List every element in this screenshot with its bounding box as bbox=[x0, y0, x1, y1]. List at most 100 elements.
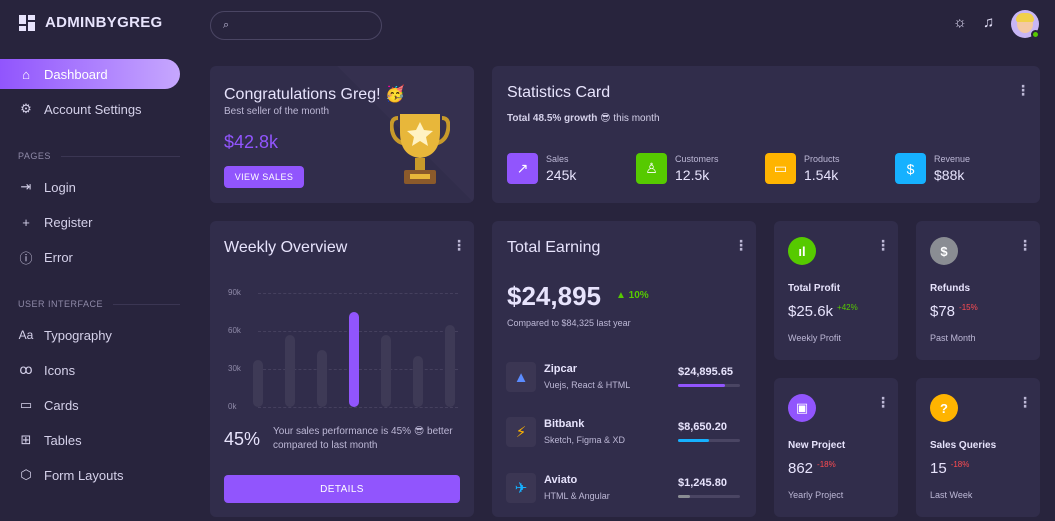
small-card-subtitle: Last Week bbox=[930, 490, 973, 500]
sidebar-item-label: Typography bbox=[44, 327, 112, 343]
sidebar-item-cards[interactable]: ▭ Cards bbox=[0, 390, 180, 420]
weekly-percent: 45% bbox=[224, 429, 261, 449]
earning-row-amount: $8,650.20 bbox=[678, 421, 727, 433]
small-card-title: Sales Queries bbox=[930, 440, 997, 451]
statistics-title: Statistics Card bbox=[507, 84, 611, 101]
sun-icon[interactable]: ☼ bbox=[953, 14, 967, 31]
bitbank-logo-icon: ⚡ bbox=[506, 417, 536, 447]
view-sales-button[interactable]: VIEW SALES bbox=[224, 166, 304, 188]
more-vertical-icon[interactable]: ⋮ bbox=[1018, 394, 1032, 410]
sidebar-item-register[interactable]: + Register bbox=[0, 207, 180, 237]
sidebar-item-label: Login bbox=[44, 179, 76, 195]
alert-circle-icon: ⓘ bbox=[19, 250, 33, 266]
sidebar-item-dashboard[interactable]: ⌂ Dashboard bbox=[0, 59, 180, 89]
stat-value: 1.54k bbox=[804, 167, 839, 183]
cellphone-link-icon: ▭ bbox=[765, 153, 796, 184]
progress-fill bbox=[678, 439, 709, 442]
small-card-value: $25.6k +42% bbox=[788, 303, 858, 320]
currency-usd-icon: $ bbox=[895, 153, 926, 184]
more-vertical-icon[interactable]: ⋮ bbox=[1018, 237, 1032, 253]
congrats-title: Congratulations Greg! 🥳 bbox=[224, 86, 405, 103]
earning-row-bitbank[interactable]: ⚡ Bitbank Sketch, Figma & XD $8,650.20 bbox=[506, 417, 746, 449]
sidebar-item-form-layouts[interactable]: ⬡ Form Layouts bbox=[0, 460, 180, 490]
sidebar-item-typography[interactable]: Aa Typography bbox=[0, 320, 180, 350]
congrats-card: Congratulations Greg! 🥳 Best seller of t… bbox=[210, 66, 474, 203]
sidebar-item-label: Error bbox=[44, 249, 73, 265]
small-card-title: New Project bbox=[788, 440, 846, 451]
chart-bar[interactable] bbox=[413, 356, 423, 407]
progress-track bbox=[678, 439, 740, 442]
online-status-dot bbox=[1031, 30, 1040, 39]
sidebar-item-label: Tables bbox=[44, 432, 82, 448]
chart-bar[interactable] bbox=[253, 360, 263, 407]
growth-text: Total 48.5% growth 😎 this month bbox=[507, 113, 660, 124]
sidebar-item-account-settings[interactable]: ⚙ Account Settings bbox=[0, 94, 180, 124]
new-project-card: ▣ ⋮ New Project 862 -18% Yearly Project bbox=[774, 378, 898, 517]
more-vertical-icon[interactable]: ⋮ bbox=[734, 237, 748, 253]
congrats-amount: $42.8k bbox=[224, 132, 279, 152]
small-card-subtitle: Past Month bbox=[930, 333, 976, 343]
bell-icon[interactable]: ♫ bbox=[983, 14, 995, 31]
earning-row-amount: $1,245.80 bbox=[678, 477, 727, 489]
more-vertical-icon[interactable]: ⋮ bbox=[876, 237, 890, 253]
chart-bar[interactable] bbox=[349, 312, 359, 407]
earning-compared: Compared to $84,325 last year bbox=[507, 318, 631, 328]
home-icon: ⌂ bbox=[22, 66, 30, 82]
search-box[interactable]: ⌕ bbox=[210, 11, 382, 40]
help-circle-icon: ? bbox=[930, 394, 958, 422]
small-card-change: +42% bbox=[837, 303, 858, 312]
small-card-title: Total Profit bbox=[788, 283, 841, 294]
chart-bar[interactable] bbox=[381, 334, 391, 407]
small-card-subtitle: Yearly Project bbox=[788, 490, 844, 500]
search-icon: ⌕ bbox=[223, 19, 230, 31]
chart-bar[interactable] bbox=[285, 334, 295, 407]
account-icon: ♙ bbox=[636, 153, 667, 184]
weekly-overview-card: Weekly Overview ⋮ 90k 60k 30k 0k 45% Your s… bbox=[210, 221, 474, 517]
sidebar-item-error[interactable]: ⓘ Error bbox=[0, 242, 180, 272]
earning-row-desc: Vuejs, React & HTML bbox=[544, 380, 631, 390]
earning-row-aviato[interactable]: ✈ Aviato HTML & Angular $1,245.80 bbox=[506, 473, 746, 505]
sidebar-item-label: Cards bbox=[44, 397, 79, 413]
sidebar-item-icons[interactable]: ꝏ Icons bbox=[0, 355, 180, 385]
format-letter-case-icon: Aa bbox=[18, 328, 34, 342]
details-button[interactable]: DETAILS bbox=[224, 475, 460, 503]
zipcar-logo-icon: ▲ bbox=[506, 362, 536, 392]
stat-sales: ↗ Sales 245k bbox=[507, 153, 576, 184]
login-icon: ⇥ bbox=[20, 179, 32, 194]
small-card-change: -18% bbox=[950, 460, 970, 469]
small-card-value: $78 -15% bbox=[930, 303, 978, 320]
earning-row-name: Bitbank bbox=[544, 418, 585, 430]
total-profit-card: ıl ⋮ Total Profit $25.6k +42% Weekly Prof… bbox=[774, 221, 898, 360]
earning-row-zipcar[interactable]: ▲ Zipcar Vuejs, React & HTML $24,895.65 bbox=[506, 362, 746, 394]
y-tick-label: 90k bbox=[228, 288, 241, 297]
trending-up-icon: ↗ bbox=[507, 153, 538, 184]
grid-line bbox=[258, 407, 458, 408]
grid-line bbox=[258, 293, 458, 294]
avatar[interactable] bbox=[1011, 10, 1040, 39]
growth-bold: Total 48.5% growth bbox=[507, 113, 598, 124]
more-vertical-icon[interactable]: ⋮ bbox=[452, 237, 466, 253]
small-card-subtitle: Weekly Profit bbox=[788, 333, 841, 343]
more-vertical-icon[interactable]: ⋮ bbox=[1016, 82, 1030, 98]
account-plus-icon: + bbox=[22, 214, 30, 230]
sidebar-item-tables[interactable]: ⊞ Tables bbox=[0, 425, 180, 455]
brand-logo-icon bbox=[19, 14, 35, 31]
sidebar-item-login[interactable]: ⇥ Login bbox=[0, 172, 180, 202]
table-icon: ⊞ bbox=[20, 432, 32, 447]
stat-value: $88k bbox=[934, 167, 965, 183]
stat-label: Sales bbox=[546, 154, 569, 164]
more-vertical-icon[interactable]: ⋮ bbox=[876, 394, 890, 410]
stat-products: ▭ Products 1.54k bbox=[765, 153, 840, 184]
currency-usd-icon: $ bbox=[930, 237, 958, 265]
chart-bar[interactable] bbox=[445, 324, 455, 407]
chart-bar[interactable] bbox=[317, 350, 327, 407]
account-cog-icon: ⚙ bbox=[20, 101, 32, 116]
search-input[interactable] bbox=[237, 18, 368, 33]
stat-value: 245k bbox=[546, 167, 577, 183]
sidebar-item-label: Icons bbox=[44, 362, 76, 378]
small-card-value: 15 -18% bbox=[930, 460, 970, 477]
brand[interactable]: ADMINBYGREG bbox=[19, 14, 162, 31]
credit-card-icon: ▭ bbox=[19, 397, 33, 412]
congrats-subtitle: Best seller of the month bbox=[224, 106, 330, 117]
aviato-logo-icon: ✈ bbox=[506, 473, 536, 503]
